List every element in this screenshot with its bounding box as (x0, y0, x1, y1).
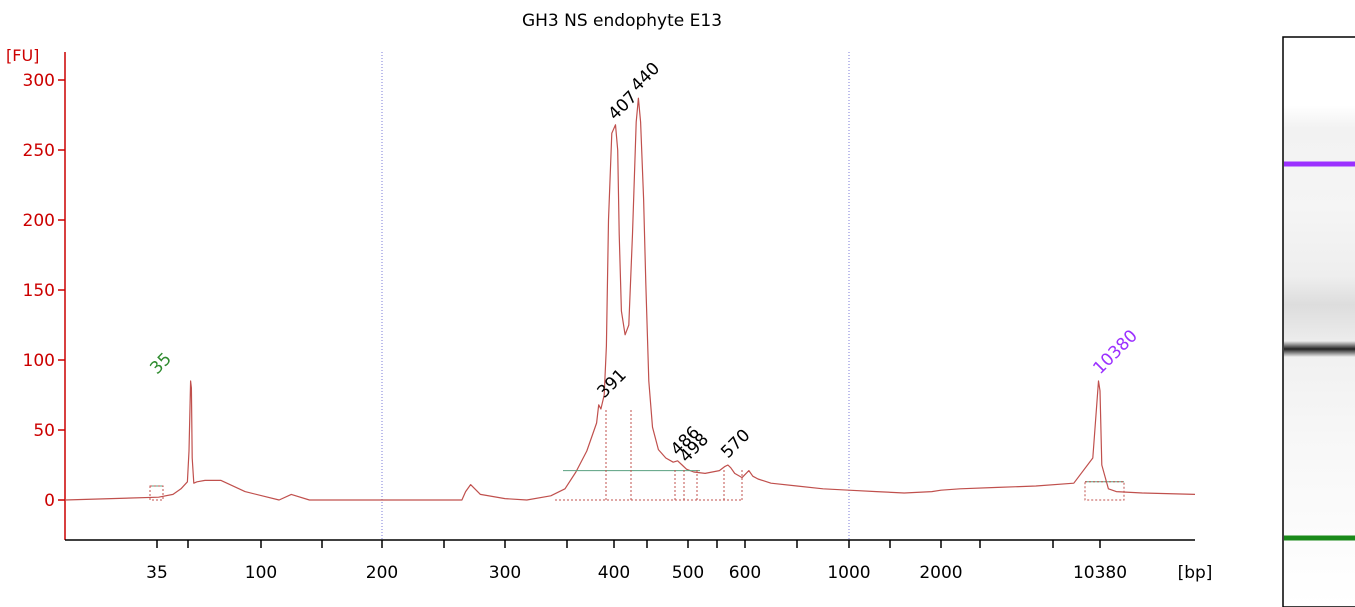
x-tick-label: 10380 (1073, 563, 1127, 583)
x-axis-ticks: 35 100 200 300 400 500 600 1000 2000 10380 (146, 540, 1127, 583)
marker-integration-box (1084, 481, 1125, 501)
x-tick-label: 1000 (827, 563, 870, 583)
gel-lane-frame (1282, 36, 1355, 607)
x-axis-label: [bp] (1178, 563, 1213, 583)
y-axis-ticks: 0 50 100 150 200 250 300 (23, 71, 65, 511)
y-tick-label: 0 (44, 491, 55, 511)
grid-lines (381, 52, 850, 540)
x-tick-label: 400 (598, 563, 630, 583)
x-tick-label: 500 (672, 563, 704, 583)
marker-integration-box (149, 485, 164, 501)
electropherogram-chart: GH3 NS endophyte E13 [FU] [bp] 0 50 100 150… (6, 11, 1213, 583)
x-tick-label: 200 (366, 563, 398, 583)
x-tick-label: 100 (245, 563, 277, 583)
chart-title: GH3 NS endophyte E13 (522, 11, 722, 31)
y-tick-label: 100 (23, 351, 55, 371)
x-tick-label: 35 (146, 563, 168, 583)
axes (64, 52, 1195, 541)
series-line-0 (64, 97, 1196, 501)
series-layer (64, 97, 1196, 501)
x-tick-label: 2000 (919, 563, 962, 583)
y-tick-label: 250 (23, 141, 55, 161)
x-tick-label: 300 (489, 563, 521, 583)
y-tick-label: 300 (23, 71, 55, 91)
y-tick-label: 150 (23, 281, 55, 301)
x-tick-label: 600 (729, 563, 761, 583)
y-axis-label: [FU] (6, 46, 39, 65)
gel-bands (1284, 161, 1355, 541)
y-tick-label: 50 (33, 421, 55, 441)
y-tick-label: 200 (23, 211, 55, 231)
